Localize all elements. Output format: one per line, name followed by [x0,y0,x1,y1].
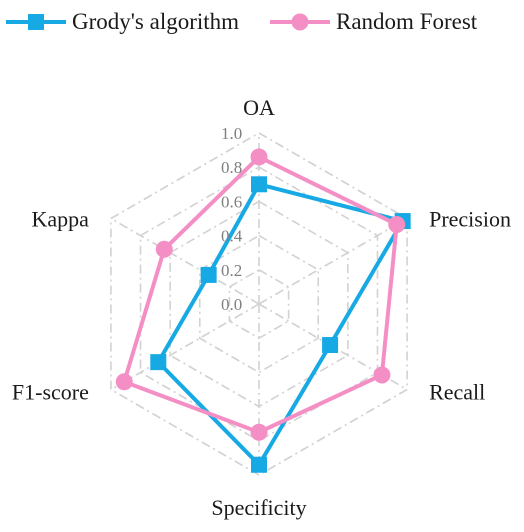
data-point-circle-1 [115,373,133,391]
tick-label: 0.6 [221,192,242,211]
grid-spoke [258,217,408,305]
axis-label: Specificity [211,495,306,520]
data-point-square-0 [251,176,267,193]
data-point-circle-1 [373,366,391,384]
data-point-circle-1 [250,423,268,441]
legend-item-random-forest[interactable]: Random Forest [268,6,477,38]
grid-ring [228,268,290,340]
axis-label: Kappa [31,207,89,232]
tick-label: 0.8 [221,158,242,177]
data-point-circle-1 [250,148,268,166]
data-point-square-0 [150,354,167,371]
legend-label-random-forest: Random Forest [336,9,478,34]
data-point-square-0 [251,456,267,473]
tick-label: 1.0 [221,124,242,143]
data-point-circle-1 [388,215,406,233]
legend-swatch-circle-icon [270,13,330,31]
grid-ring [198,234,320,374]
axis-label: Precision [429,207,511,232]
grid-ring [110,132,408,476]
data-point-square-0 [200,266,217,283]
axis-label: Recall [429,380,485,405]
tick-label: 0.2 [221,261,242,280]
legend-swatch-square-icon [6,14,66,30]
tick-label: 0.4 [221,227,243,246]
data-point-square-0 [322,337,339,354]
legend: Grody's algorithm Random Forest [0,6,524,38]
series-line-1 [122,154,399,435]
axis-label: F1-score [12,380,89,405]
data-point-circle-1 [155,240,173,258]
tick-label: 0.0 [221,295,242,314]
legend-label-grody: Grody's algorithm [72,9,240,34]
legend-item-grody[interactable]: Grody's algorithm [4,6,239,38]
axis-label: OA [243,95,275,120]
